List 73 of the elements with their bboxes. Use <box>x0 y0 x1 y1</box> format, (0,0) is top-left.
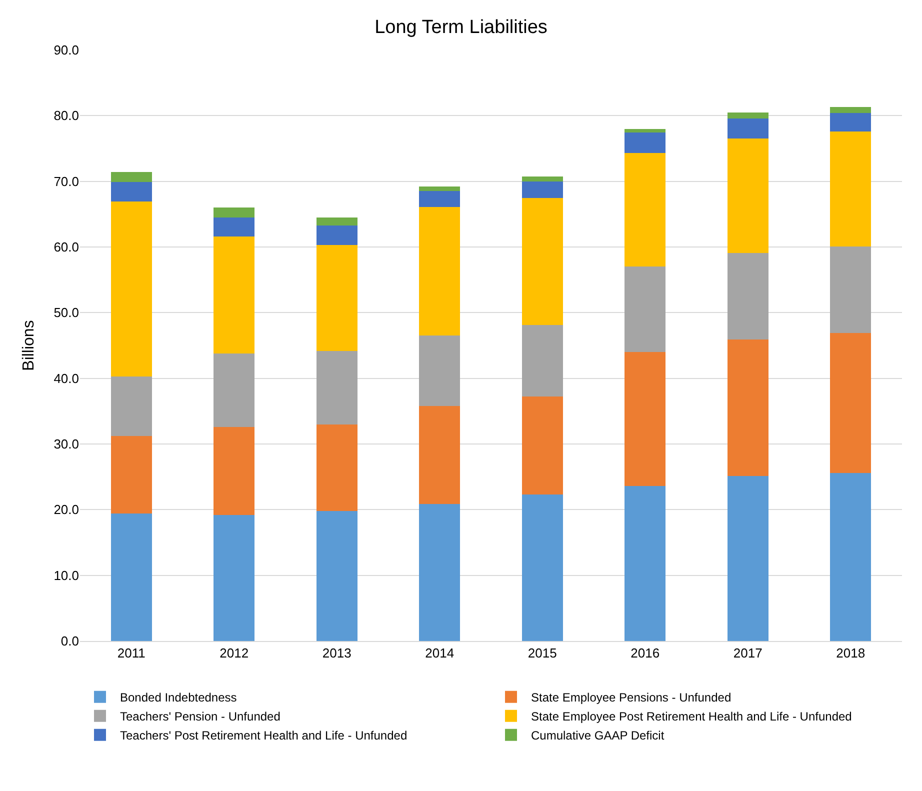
bar <box>624 266 666 352</box>
bar <box>419 206 460 336</box>
x-tick-label: 2012 <box>220 646 249 661</box>
bar <box>830 131 872 246</box>
x-tick-label: 2015 <box>528 646 557 661</box>
bar <box>316 424 358 511</box>
bar <box>316 225 358 246</box>
legend-label: Teachers' Post Retirement Health and Life - Unfunded <box>120 728 408 743</box>
bar <box>419 191 460 207</box>
bar <box>214 236 255 354</box>
bar <box>110 172 152 182</box>
bar <box>830 113 872 132</box>
y-tick-label: 30.0 <box>54 436 79 452</box>
chart-title: Long Term Liabilities <box>374 17 548 38</box>
bar <box>727 138 768 253</box>
bar <box>214 353 255 427</box>
y-axis-title: Billions <box>20 320 38 371</box>
bar <box>419 336 460 406</box>
bar <box>830 246 872 334</box>
bar <box>316 350 358 424</box>
legend-label: State Employee Post Retirement Health and Life - Unfunded <box>531 710 852 724</box>
bar <box>727 112 768 118</box>
bar <box>214 426 255 515</box>
bar <box>214 217 255 236</box>
bar <box>110 202 152 376</box>
y-tick-label: 90.0 <box>54 42 79 58</box>
bar <box>419 406 460 504</box>
bar <box>830 107 872 114</box>
bar <box>830 333 872 473</box>
bar <box>316 217 358 226</box>
legend-label: Bonded Indebtedness <box>120 690 237 705</box>
bar <box>624 132 666 154</box>
bar <box>110 436 152 514</box>
bar <box>522 325 563 397</box>
bar <box>214 514 255 641</box>
bar <box>316 510 358 641</box>
bar <box>522 176 563 182</box>
x-tick-label: 2011 <box>117 646 146 661</box>
x-tick-label: 2014 <box>425 646 454 661</box>
bar <box>419 504 460 641</box>
bar <box>727 118 768 139</box>
y-tick-label: 50.0 <box>54 305 79 320</box>
y-tick-label: 60.0 <box>54 240 79 255</box>
bar <box>110 514 152 641</box>
y-tick-label: 10.0 <box>54 568 79 583</box>
y-tick-label: 80.0 <box>54 108 79 124</box>
y-tick-label: 20.0 <box>54 502 79 518</box>
bar <box>624 153 666 267</box>
bar <box>110 376 152 436</box>
legend-label: Cumulative GAAP Deficit <box>531 728 665 743</box>
x-tick-label: 2016 <box>630 646 660 661</box>
x-tick-label: 2017 <box>733 646 762 661</box>
bar <box>727 340 768 476</box>
bar <box>624 352 666 486</box>
x-tick-label: 2018 <box>836 646 866 661</box>
bar <box>110 182 152 202</box>
bar <box>214 208 255 218</box>
bar <box>419 186 460 192</box>
y-tick-label: 40.0 <box>54 370 79 386</box>
x-tick-label: 2013 <box>322 646 352 661</box>
bar <box>830 472 872 641</box>
legend-label: State Employee Pensions - Unfunded <box>531 690 732 705</box>
y-tick-label: 0.0 <box>60 634 79 649</box>
bar <box>522 494 563 641</box>
bar <box>522 396 563 495</box>
bar <box>522 181 563 198</box>
bar <box>624 486 666 641</box>
y-tick-label: 70.0 <box>54 174 79 189</box>
bar <box>727 476 768 641</box>
bar <box>316 245 358 351</box>
legend-label: Teachers' Pension - Unfunded <box>120 710 280 724</box>
bar <box>522 198 563 326</box>
bar <box>727 252 768 340</box>
